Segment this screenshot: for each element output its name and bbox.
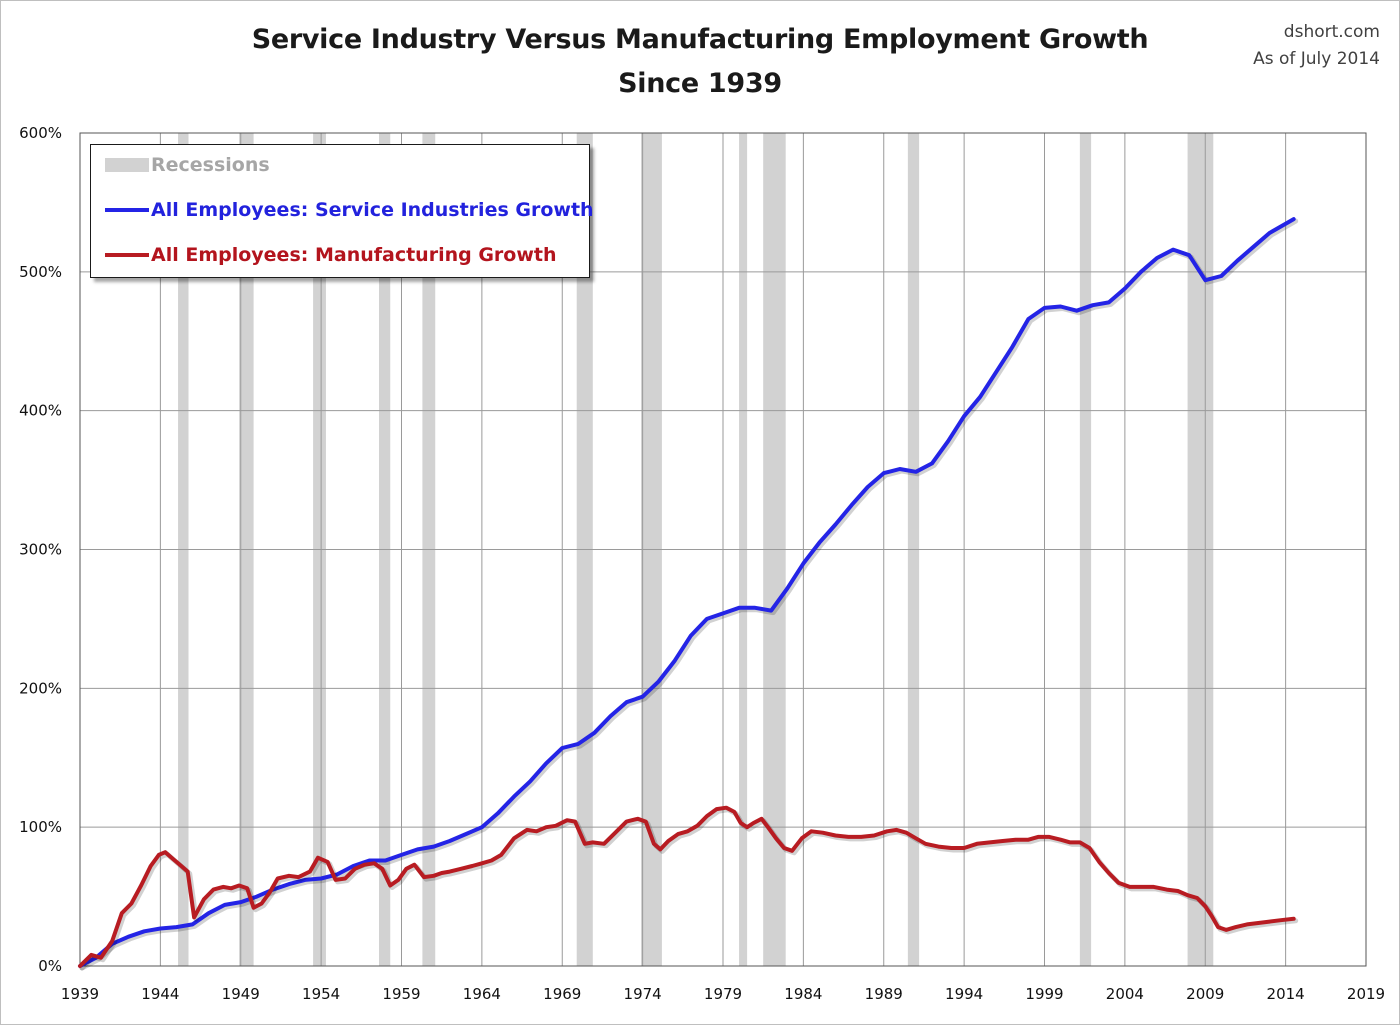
x-tick-label: 1999	[1025, 985, 1063, 1003]
y-axis-tick-labels: 0% 100% 200% 300% 400% 500% 600%	[19, 124, 62, 975]
legend-item-recessions: Recessions	[105, 152, 270, 178]
y-tick-label: 200%	[19, 679, 62, 697]
manufacturing-line-swatch	[105, 253, 149, 257]
y-tick-label: 500%	[19, 263, 62, 281]
plot-area-border	[79, 132, 1367, 967]
chart-title: Service Industry Versus Manufacturing Em…	[251, 24, 1149, 55]
x-tick-label: 1954	[302, 985, 340, 1003]
x-tick-label: 1964	[463, 985, 501, 1003]
service-line-swatch	[105, 208, 149, 212]
y-tick-label: 100%	[19, 818, 62, 836]
as-of-date: As of July 2014	[1253, 49, 1380, 69]
x-tick-label: 1944	[141, 985, 179, 1003]
x-tick-label: 1994	[945, 985, 983, 1003]
y-tick-label: 400%	[19, 402, 62, 420]
plot-border	[79, 132, 1367, 967]
legend-item-manufacturing: All Employees: Manufacturing Growth	[105, 242, 557, 268]
source-label: dshort.com	[1283, 22, 1380, 42]
x-tick-label: 2019	[1347, 985, 1385, 1003]
y-tick-label: 300%	[19, 541, 62, 559]
x-tick-label: 1979	[704, 985, 742, 1003]
manufacturing-line-shadow	[79, 807, 1299, 971]
chart-legend: Recessions All Employees: Service Indust…	[90, 144, 594, 278]
series-lines	[78, 217, 1299, 971]
legend-label-service: All Employees: Service Industries Growth	[151, 199, 594, 221]
x-tick-label: 1989	[865, 985, 903, 1003]
x-tick-label: 2014	[1267, 985, 1305, 1003]
y-tick-label: 0%	[38, 957, 62, 975]
service-industries-line-shadow	[79, 218, 1299, 971]
legend-label-recessions: Recessions	[151, 154, 270, 176]
service-industries-line	[78, 217, 1296, 968]
legend-label-manufacturing: All Employees: Manufacturing Growth	[151, 244, 557, 266]
x-tick-label: 1974	[624, 985, 662, 1003]
x-tick-label: 1984	[784, 985, 822, 1003]
x-axis-tick-labels: 1939 1944 1949 1954 1959 1964 1969 1974 1979 1984…	[61, 985, 1385, 1003]
y-tick-label: 600%	[19, 124, 62, 142]
x-tick-label: 1939	[61, 985, 99, 1003]
x-tick-label: 2009	[1186, 985, 1224, 1003]
x-tick-label: 2004	[1106, 985, 1144, 1003]
x-tick-label: 1959	[382, 985, 420, 1003]
legend-item-service: All Employees: Service Industries Growth	[105, 197, 594, 223]
x-tick-label: 1969	[543, 985, 581, 1003]
chart-subtitle: Since 1939	[618, 68, 782, 99]
gridlines	[79, 132, 1367, 967]
manufacturing-line	[78, 805, 1296, 968]
recession-swatch	[105, 158, 149, 172]
x-tick-label: 1949	[222, 985, 260, 1003]
